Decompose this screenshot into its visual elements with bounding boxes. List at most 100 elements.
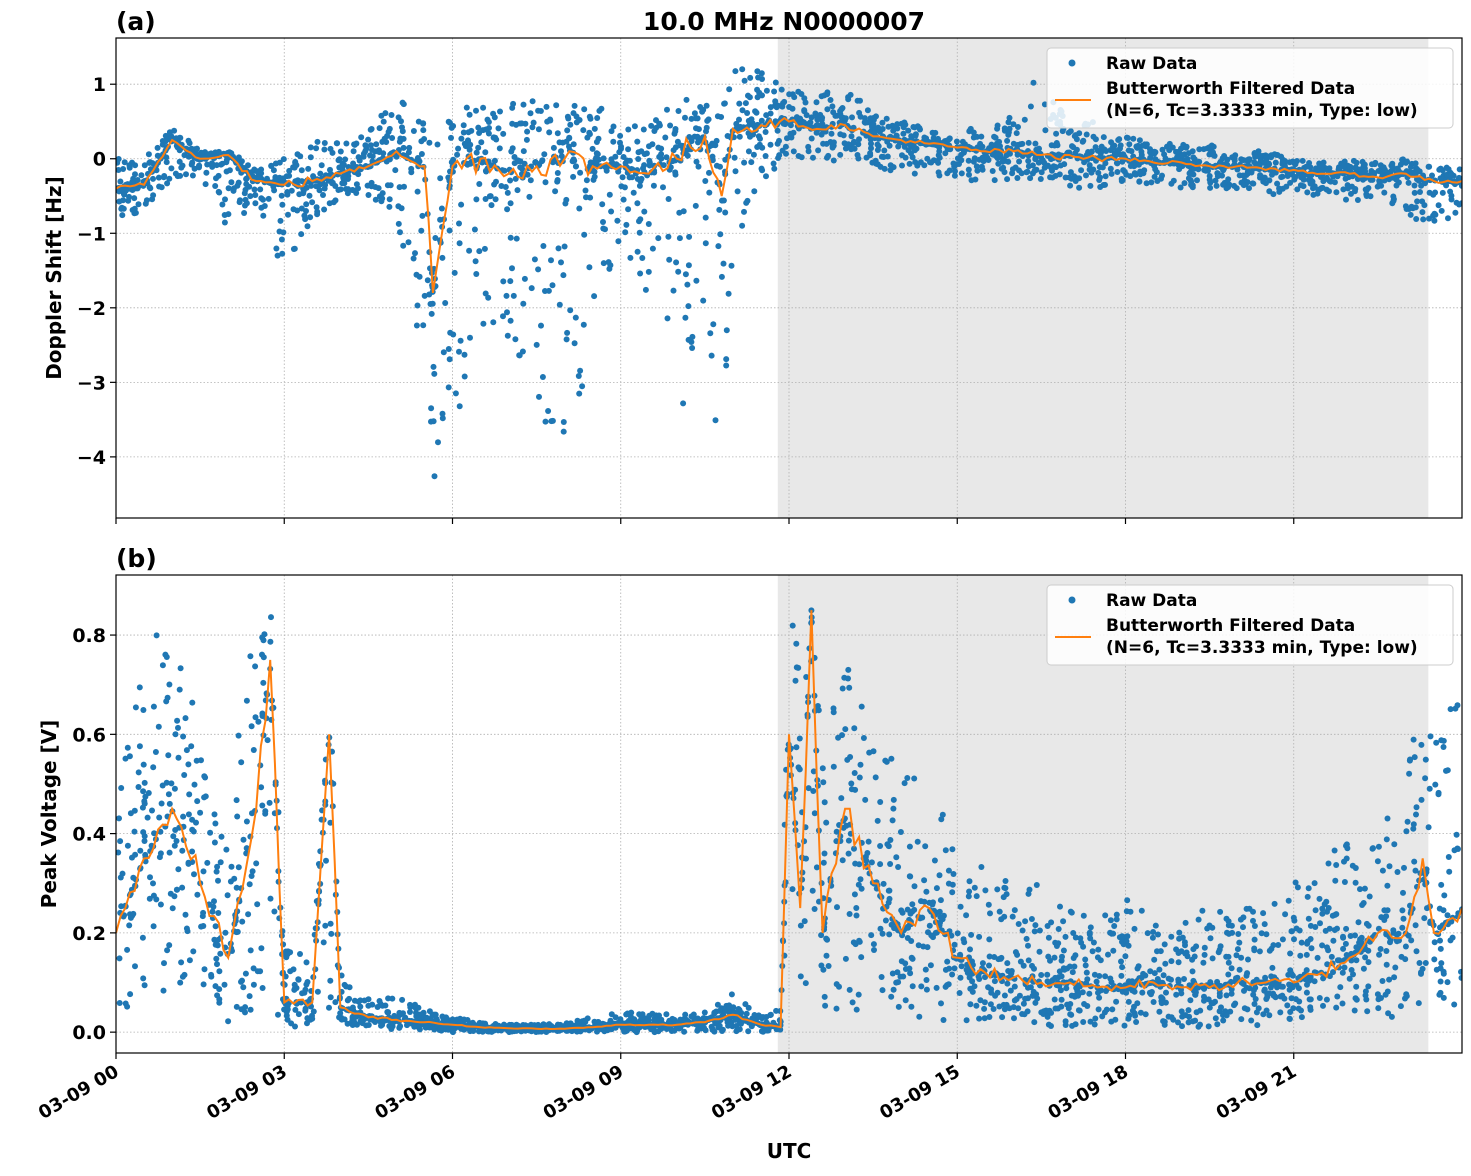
raw-data-point (810, 155, 816, 161)
raw-data-point (998, 955, 1004, 961)
raw-data-point (201, 981, 207, 987)
raw-data-point (972, 885, 978, 891)
raw-data-point (377, 125, 383, 131)
raw-data-point (558, 148, 564, 154)
raw-data-point (473, 271, 479, 277)
raw-data-point (847, 987, 853, 993)
raw-data-point (432, 235, 438, 241)
raw-data-point (446, 346, 452, 352)
raw-data-point (1324, 187, 1330, 193)
raw-data-point (1101, 182, 1107, 188)
raw-data-point (454, 152, 460, 158)
raw-data-point (773, 80, 779, 86)
raw-data-point (1188, 182, 1194, 188)
raw-data-point (369, 183, 375, 189)
raw-data-point (503, 184, 509, 190)
raw-data-point (119, 212, 125, 218)
raw-data-point (967, 878, 973, 884)
raw-data-point (1125, 1016, 1131, 1022)
raw-data-point (358, 134, 364, 140)
raw-data-point (862, 797, 868, 803)
raw-data-point (854, 913, 860, 919)
raw-data-point (847, 911, 853, 917)
raw-data-point (831, 705, 837, 711)
raw-data-point (719, 274, 725, 280)
raw-data-point (482, 246, 488, 252)
raw-data-point (923, 967, 929, 973)
raw-data-point (309, 199, 315, 205)
raw-data-point (959, 963, 965, 969)
raw-data-point (895, 864, 901, 870)
raw-data-point (1128, 909, 1134, 915)
raw-data-point (397, 184, 403, 190)
raw-data-point (507, 278, 513, 284)
raw-data-point (135, 177, 141, 183)
raw-data-point (367, 152, 373, 158)
legend-filtered-params: (N=6, Tc=3.3333 min, Type: low) (1106, 101, 1418, 121)
raw-data-point (576, 206, 582, 212)
raw-data-point (574, 119, 580, 125)
raw-data-point (196, 163, 202, 169)
raw-data-point (786, 91, 792, 97)
raw-data-point (648, 123, 654, 129)
raw-data-point (617, 133, 623, 139)
raw-data-point (392, 167, 398, 173)
raw-data-point (560, 272, 566, 278)
raw-data-point (413, 1010, 419, 1016)
raw-data-point (280, 229, 286, 235)
raw-data-point (214, 162, 220, 168)
raw-data-point (899, 163, 905, 169)
raw-data-point (837, 152, 843, 158)
raw-data-point (323, 858, 329, 864)
raw-data-point (576, 373, 582, 379)
raw-data-point (467, 142, 473, 148)
raw-data-point (686, 262, 692, 268)
raw-data-point (1024, 169, 1030, 175)
raw-data-point (472, 227, 478, 233)
raw-data-point (529, 124, 535, 130)
raw-data-point (225, 892, 231, 898)
raw-data-point (1304, 189, 1310, 195)
raw-data-point (1004, 138, 1010, 144)
raw-data-point (732, 155, 738, 161)
raw-data-point (1125, 135, 1131, 141)
raw-data-point (544, 119, 550, 125)
raw-data-point (1061, 948, 1067, 954)
raw-data-point (1237, 967, 1243, 973)
raw-data-point (496, 125, 502, 131)
raw-data-point (555, 170, 561, 176)
raw-data-point (1114, 160, 1120, 166)
raw-data-point (980, 960, 986, 966)
raw-data-point (602, 226, 608, 232)
raw-data-point (1096, 973, 1102, 979)
raw-data-point (1025, 985, 1031, 991)
raw-data-point (886, 843, 892, 849)
raw-data-point (795, 89, 801, 95)
raw-data-point (586, 264, 592, 270)
raw-data-point (366, 192, 372, 198)
raw-data-point (551, 145, 557, 151)
raw-data-point (834, 1006, 840, 1012)
raw-data-point (187, 140, 193, 146)
raw-data-point (852, 861, 858, 867)
raw-data-point (1234, 185, 1240, 191)
y-tick-label: 0.0 (72, 1022, 106, 1044)
raw-data-point (446, 119, 452, 125)
raw-data-point (1038, 972, 1044, 978)
raw-data-point (519, 120, 525, 126)
raw-data-point (508, 149, 514, 155)
raw-data-point (908, 1004, 914, 1010)
raw-data-point (865, 107, 871, 113)
raw-data-point (909, 901, 915, 907)
raw-data-point (1014, 175, 1020, 181)
raw-data-point (446, 384, 452, 390)
raw-data-point (530, 98, 536, 104)
raw-data-point (1029, 916, 1035, 922)
raw-data-point (746, 148, 752, 154)
raw-data-point (815, 147, 821, 153)
raw-data-point (706, 190, 712, 196)
raw-data-point (1069, 910, 1075, 916)
raw-data-point (1250, 181, 1256, 187)
raw-data-point (505, 190, 511, 196)
